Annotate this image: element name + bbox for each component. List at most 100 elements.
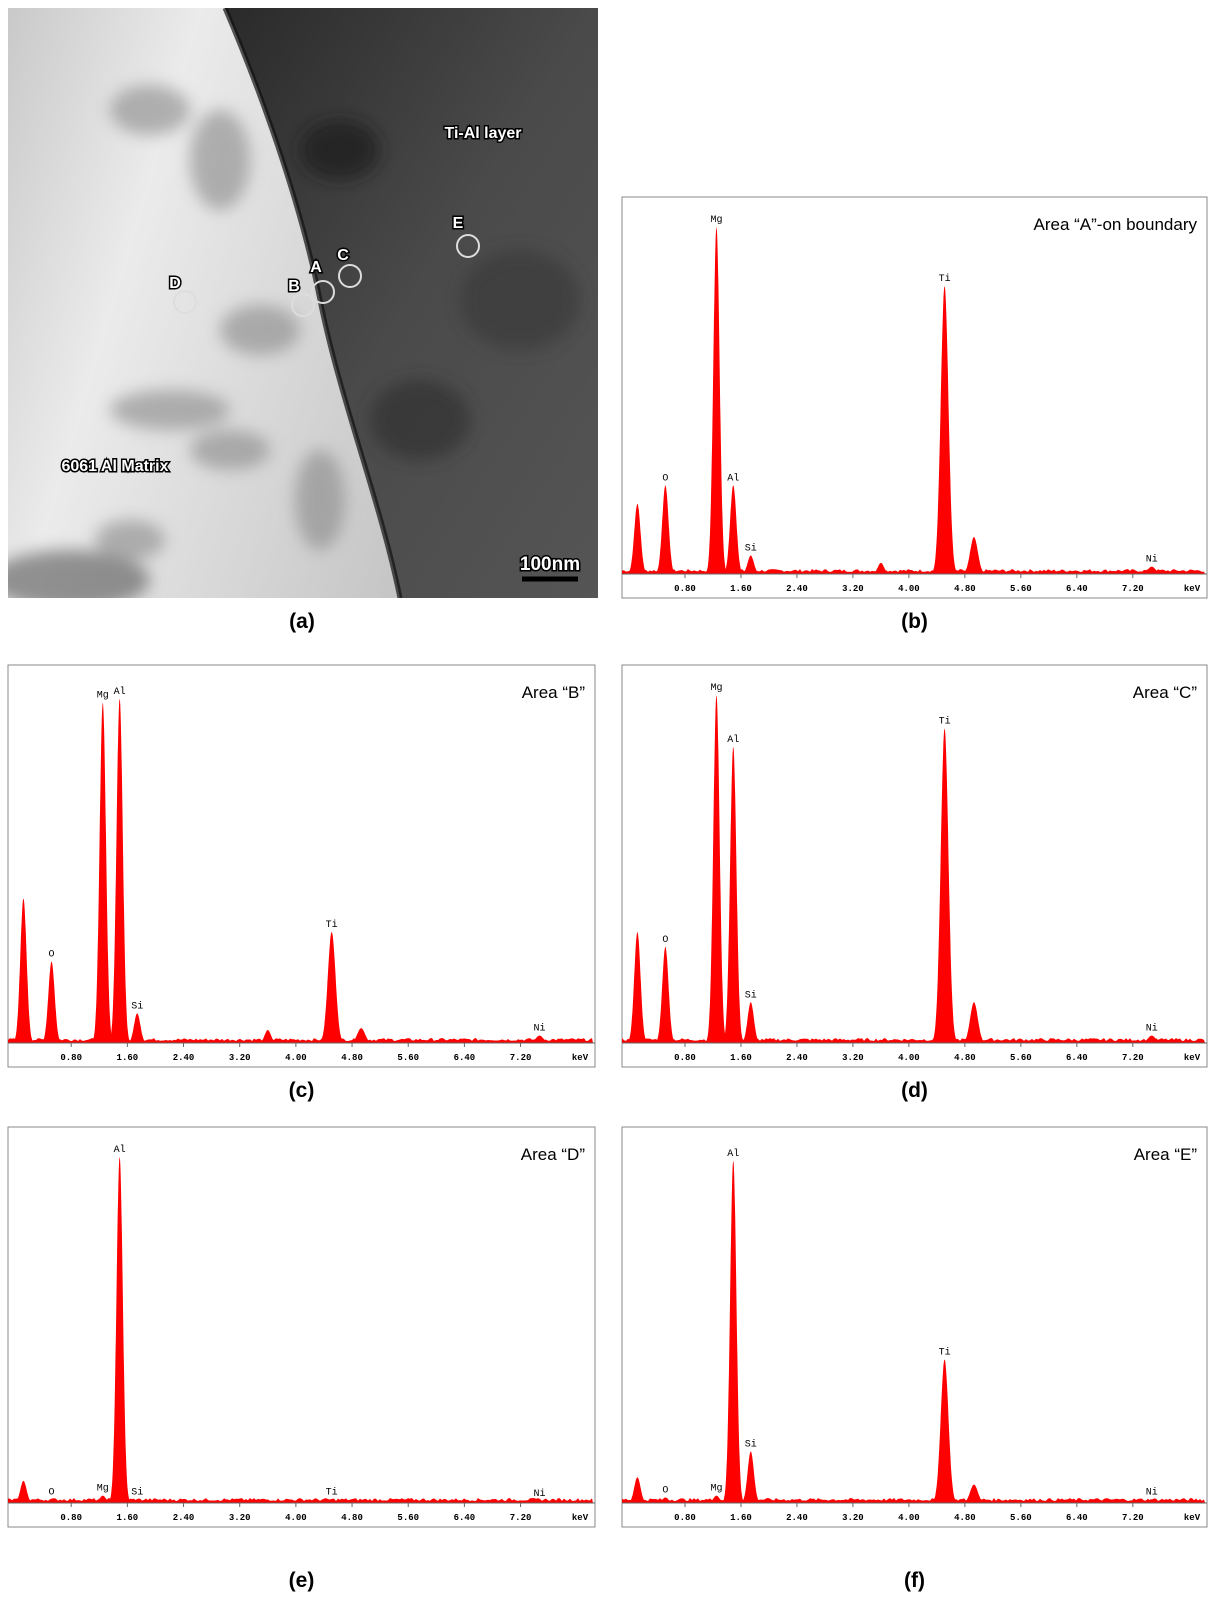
peak-label: Al [114,686,126,698]
chart-title: Area “E” [1134,1145,1198,1164]
x-tick-label: 7.20 [1122,1053,1144,1063]
plot-frame [7,664,596,1068]
peak [958,1484,990,1503]
x-tick-label: 7.20 [510,1513,532,1523]
peak [738,555,764,574]
continuum [622,1038,1205,1043]
region-label: 6061 Al Matrix [61,458,168,475]
x-tick-label: 4.80 [954,1513,976,1523]
x-tick-label: 5.60 [1010,1513,1032,1523]
x-tick-label: 2.40 [786,1513,808,1523]
peak [1136,566,1168,574]
peak-label: Mg [710,215,722,226]
x-tick-label: 3.20 [842,1053,864,1063]
x-tick-label: 5.60 [397,1053,419,1063]
x-axis-label: keV [1184,584,1201,594]
peak [624,503,650,574]
x-tick-label: 3.20 [842,1513,864,1523]
peak-label: Si [745,1438,757,1450]
x-tick-label: 2.40 [173,1513,195,1523]
x-tick-label: 4.80 [954,584,976,594]
peak [703,227,730,574]
x-tick-label: 5.60 [397,1513,419,1523]
peak [524,1501,555,1503]
chart-title: Area “D” [521,1145,586,1164]
peak [124,1013,150,1043]
caption: (a) [289,610,315,633]
peak [720,747,746,1043]
peak [929,1359,960,1503]
x-tick-label: 4.00 [898,1513,920,1523]
peak [958,537,990,574]
peak [107,698,133,1043]
x-axis-label: keV [572,1053,589,1063]
peak [107,1157,133,1503]
chart-title: Area “A”-on boundary [1034,215,1198,234]
x-tick-label: 4.00 [898,1053,920,1063]
scale-bar-label: 100nm [520,554,580,575]
peak [624,932,650,1043]
peak [124,1499,150,1503]
continuum [622,569,1205,574]
peak-label: Al [114,1144,126,1156]
x-tick-label: 6.40 [1066,1513,1088,1523]
peak-label: Ni [534,1023,546,1035]
peak [1136,1035,1168,1043]
peak [10,898,37,1043]
peak [929,728,960,1043]
peak [652,1497,678,1503]
x-tick-label: 4.00 [285,1513,307,1523]
x-tick-label: 2.40 [786,1053,808,1063]
x-tick-label: 6.40 [454,1513,476,1523]
area-circles [173,234,480,317]
peak [738,1451,764,1503]
peak [10,1480,37,1503]
continuum [622,1498,1205,1503]
peak-label: Ti [939,273,951,285]
x-tick-label: 7.20 [1122,1513,1144,1523]
peak-label: Si [745,989,757,1001]
continuum [8,1038,593,1043]
peak-label: Ni [1146,1486,1158,1498]
peak-label: Mg [710,683,722,694]
peak-label: O [49,1487,55,1498]
peak [624,1477,650,1503]
plot-frame [621,1126,1208,1528]
x-tick-label: 6.40 [1066,584,1088,594]
peak-label: Ti [939,1346,951,1358]
peak-label: Ni [1146,1023,1158,1035]
caption: (f) [904,1569,925,1592]
x-tick-label: 0.80 [674,1513,696,1523]
peak [255,1030,281,1043]
area-label: E [453,215,464,232]
plot-frame [7,1126,596,1528]
peak [652,485,678,574]
peak [703,695,730,1043]
peak-label: Ti [939,716,951,728]
area-label: D [169,275,181,292]
peak-label: Mg [710,1484,722,1495]
peak-label: Mg [97,1484,109,1495]
x-tick-label: 3.20 [229,1513,251,1523]
area-label: B [288,278,300,295]
caption: (c) [289,1079,315,1102]
peak-label: Al [727,734,739,746]
x-tick-label: 4.00 [285,1053,307,1063]
x-tick-label: 1.60 [730,1053,752,1063]
peak-label: Si [745,543,757,555]
caption: (d) [901,1079,928,1102]
plot-frame [621,196,1208,599]
peak-label: Al [727,1148,739,1160]
x-tick-label: 2.40 [786,584,808,594]
peak [1136,1499,1168,1503]
x-tick-label: 4.00 [898,584,920,594]
x-tick-label: 1.60 [117,1053,139,1063]
x-axis-label: keV [572,1513,589,1523]
x-tick-label: 1.60 [117,1513,139,1523]
peak [958,1002,990,1043]
peak-label: O [662,935,668,946]
x-tick-label: 4.80 [341,1513,363,1523]
x-tick-label: 3.20 [229,1053,251,1063]
peak [929,286,960,574]
